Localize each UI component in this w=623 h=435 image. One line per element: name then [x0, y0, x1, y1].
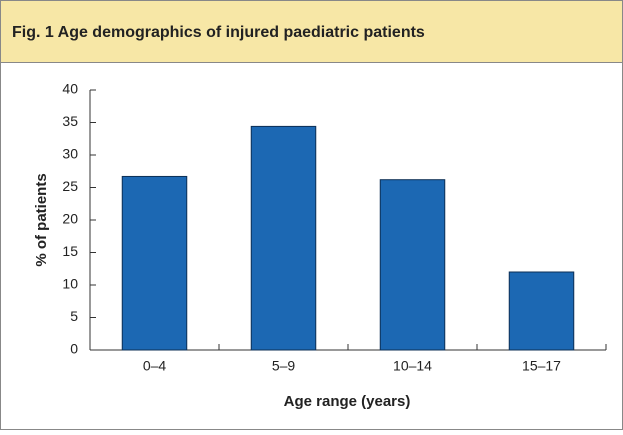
y-tick-label: 10: [62, 276, 78, 292]
chart-title: Fig. 1 Age demographics of injured paedi…: [12, 24, 425, 41]
y-tick-label: 25: [62, 178, 78, 194]
y-tick-label: 30: [62, 146, 78, 162]
y-tick-label: 35: [62, 113, 78, 129]
x-tick-label: 5–9: [272, 358, 296, 374]
bar: [121, 175, 188, 351]
x-tick-label: 15–17: [522, 358, 561, 374]
header-band: [0, 0, 623, 63]
y-axis-label: % of patients: [33, 173, 50, 266]
x-axis-label: Age range (years): [284, 393, 411, 410]
y-tick-label: 15: [62, 243, 78, 259]
y-tick-label: 20: [62, 211, 78, 227]
y-tick-label: 5: [70, 308, 78, 324]
bar: [250, 125, 317, 351]
x-tick-label: 10–14: [393, 358, 432, 374]
bar: [508, 271, 575, 351]
bar: [379, 179, 446, 351]
y-tick-label: 0: [70, 341, 78, 357]
x-tick-label: 0–4: [143, 358, 167, 374]
y-tick-label: 40: [62, 81, 78, 97]
